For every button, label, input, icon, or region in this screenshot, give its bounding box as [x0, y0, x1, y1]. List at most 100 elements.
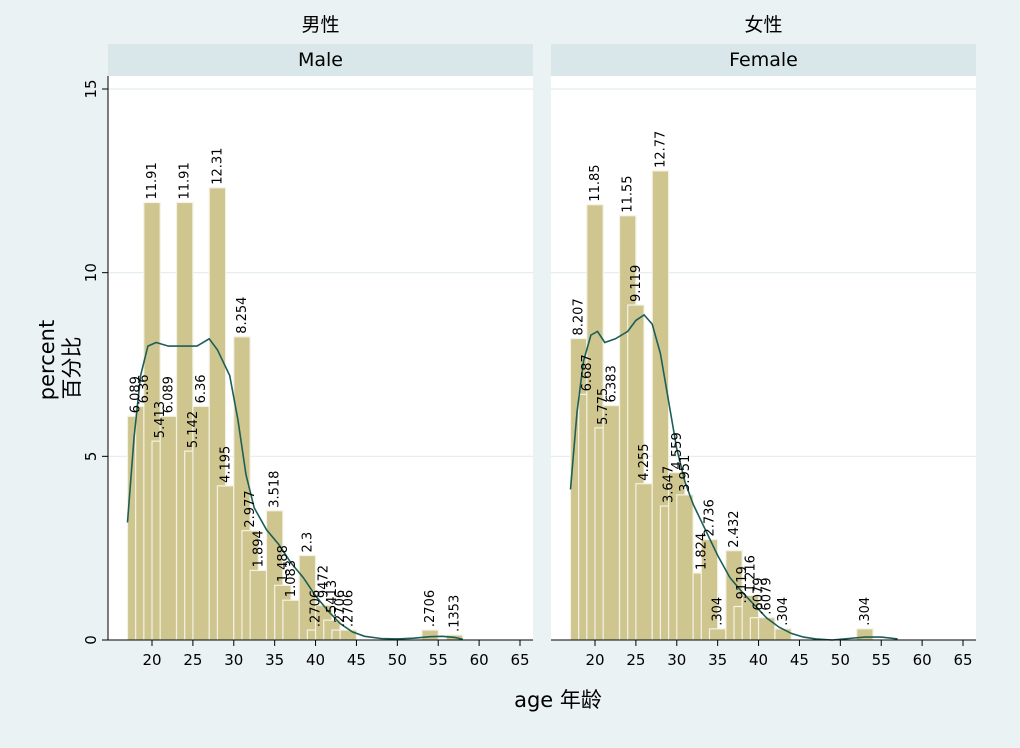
bar — [602, 404, 621, 641]
x-tick-label: 40 — [306, 651, 325, 669]
x-tick-label: 40 — [749, 651, 768, 669]
data-label: .1353 — [448, 595, 463, 632]
panels: Male男性6.0896.3611.915.4136.08911.915.142… — [108, 14, 976, 669]
x-axis-title: age 年龄 — [514, 688, 602, 712]
x-tick-label: 25 — [183, 651, 202, 669]
x-tick-label: 35 — [265, 651, 284, 669]
bar — [282, 599, 300, 641]
x-tick-label: 30 — [667, 651, 686, 669]
data-label: 3.951 — [678, 455, 693, 492]
density-line — [126, 337, 463, 641]
data-label: 12.77 — [653, 131, 668, 168]
x-tick-label: 20 — [585, 651, 604, 669]
data-label: .304 — [776, 597, 791, 626]
bar — [339, 629, 358, 641]
data-label: 3.518 — [268, 471, 283, 508]
data-label: 8.207 — [572, 298, 587, 335]
data-label: 1.824 — [694, 533, 709, 570]
data-label: 12.31 — [210, 148, 225, 185]
data-label: 2.3 — [300, 532, 315, 553]
bar — [635, 483, 653, 641]
data-label: .9472 — [317, 565, 332, 602]
bars — [569, 170, 874, 641]
data-label: 6.089 — [129, 376, 144, 413]
data-label: 6.089 — [161, 376, 176, 413]
y-axis-title: percent — [35, 320, 59, 400]
x-tick-label: 30 — [224, 651, 243, 669]
data-label: 6.383 — [604, 365, 619, 402]
bar — [159, 415, 178, 641]
data-label: 11.91 — [145, 162, 160, 199]
y-axis-title-chinese: 百分比 — [60, 337, 84, 400]
data-label: 2.977 — [243, 490, 258, 527]
x-tick-label: 60 — [470, 651, 489, 669]
data-label: 4.255 — [637, 443, 652, 480]
data-label: 11.55 — [621, 175, 636, 212]
y-tick-label: 10 — [82, 263, 100, 282]
data-label: 1.083 — [284, 560, 299, 597]
data-label: .6079 — [752, 577, 767, 614]
data-label: 1.488 — [276, 545, 291, 582]
x-tick-label: 20 — [142, 651, 161, 669]
data-label: 5.142 — [186, 411, 201, 448]
panel-strip-label: Male — [298, 49, 343, 71]
data-label: 2.736 — [703, 499, 718, 536]
x-tick-label: 35 — [708, 651, 727, 669]
bars — [126, 187, 464, 641]
data-label: 5.775 — [596, 388, 611, 425]
bar — [676, 494, 694, 641]
data-label: .304 — [858, 597, 873, 626]
data-label: 2.432 — [727, 510, 742, 547]
data-label: 1.894 — [251, 530, 266, 567]
data-label: 11.91 — [178, 162, 193, 199]
data-label: 1.216 — [743, 555, 758, 592]
bar — [774, 628, 792, 641]
bar — [249, 569, 268, 641]
data-label: .5413 — [325, 580, 340, 617]
panel-strip — [551, 44, 976, 76]
data-label: .304 — [711, 597, 726, 626]
data-label: 6.36 — [137, 374, 152, 403]
x-tick-label: 60 — [913, 651, 932, 669]
bar — [757, 617, 776, 641]
x-tick-label: 45 — [790, 651, 809, 669]
panel-male: Male男性6.0896.3611.915.4136.08911.915.142… — [108, 14, 533, 669]
data-label: .6079 — [760, 577, 775, 614]
y-tick-label: 15 — [82, 79, 100, 98]
bar — [421, 629, 439, 641]
data-label: 5.413 — [153, 401, 168, 438]
x-tick-label: 65 — [510, 651, 529, 669]
x-tick-label: 50 — [831, 651, 850, 669]
y-axis: 0 5 10 15 — [82, 76, 109, 645]
x-tick-label: 55 — [429, 651, 448, 669]
data-label: 6.687 — [580, 354, 595, 391]
y-tick-label: 0 — [82, 635, 100, 645]
bar — [708, 628, 727, 641]
panel-group-title: 女性 — [744, 14, 782, 36]
data-label: 6.36 — [194, 374, 209, 403]
bar — [216, 485, 235, 641]
x-tick-label: 50 — [388, 651, 407, 669]
data-label: 3.647 — [662, 466, 677, 503]
data-label: .2706 — [333, 590, 348, 627]
density-line — [569, 313, 898, 641]
x-tick-label: 55 — [872, 651, 891, 669]
panel-strip — [108, 44, 533, 76]
data-label: 11.85 — [588, 164, 603, 201]
y-tick-label: 5 — [82, 452, 100, 462]
data-label: 4.195 — [219, 446, 234, 483]
data-label: 8.254 — [235, 297, 250, 334]
data-label: 4.559 — [670, 432, 685, 469]
x-tick-label: 65 — [953, 651, 972, 669]
data-label: .2706 — [309, 590, 324, 627]
panel-group-title: 男性 — [301, 14, 339, 36]
data-label: 9.119 — [629, 265, 644, 302]
data-label: .2706 — [341, 590, 356, 627]
panel-strip-label: Female — [729, 49, 798, 71]
x-tick-label: 25 — [626, 651, 645, 669]
data-label: .9119 — [735, 566, 750, 603]
